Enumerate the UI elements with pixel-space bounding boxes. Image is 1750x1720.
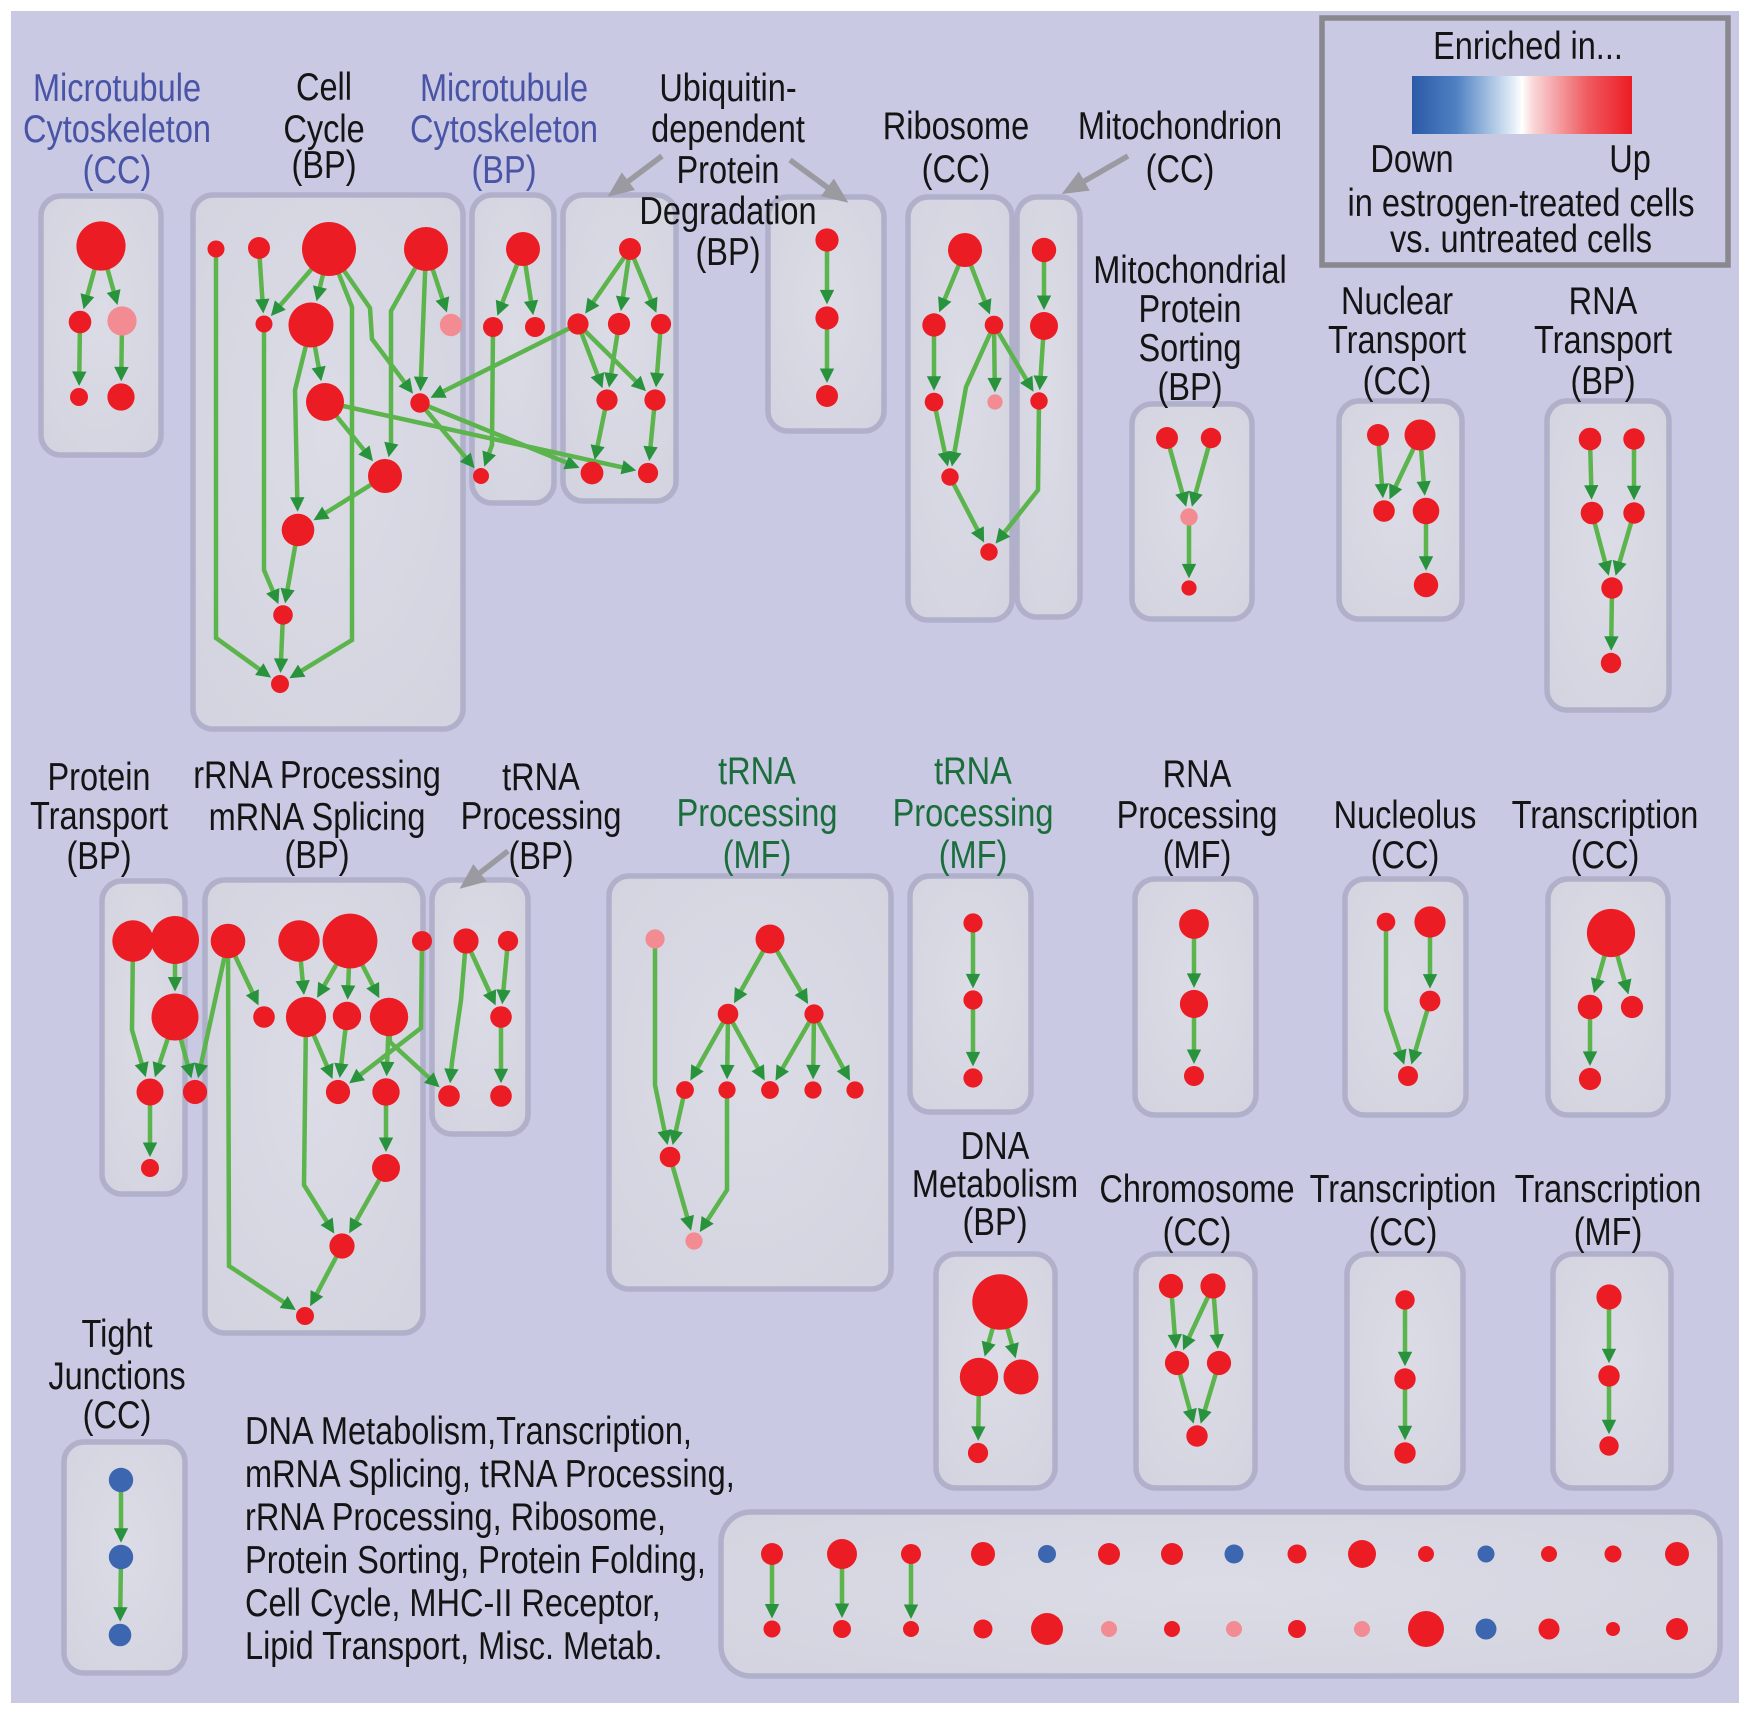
- svg-text:(BP): (BP): [471, 148, 536, 191]
- svg-text:Transport: Transport: [30, 794, 168, 837]
- svg-text:Down: Down: [1370, 137, 1453, 180]
- svg-text:(BP): (BP): [1157, 365, 1222, 408]
- svg-text:Processing: Processing: [461, 794, 622, 837]
- svg-text:Mitochondrion: Mitochondrion: [1078, 104, 1282, 147]
- svg-text:Nucleolus: Nucleolus: [1334, 793, 1477, 836]
- svg-text:Cycle: Cycle: [283, 107, 364, 150]
- svg-text:Transcription: Transcription: [1515, 1167, 1702, 1210]
- svg-text:Degradation: Degradation: [639, 189, 816, 232]
- svg-text:Protein: Protein: [676, 148, 779, 191]
- svg-text:Processing: Processing: [893, 791, 1054, 834]
- svg-text:(BP): (BP): [291, 143, 356, 186]
- svg-text:(CC): (CC): [1571, 833, 1640, 876]
- svg-text:(CC): (CC): [83, 1393, 152, 1436]
- svg-text:Processing: Processing: [677, 791, 838, 834]
- svg-text:vs. untreated cells: vs. untreated cells: [1390, 217, 1652, 260]
- svg-text:RNA: RNA: [1163, 752, 1232, 795]
- svg-text:Protein Sorting, Protein Foldi: Protein Sorting, Protein Folding,: [245, 1538, 706, 1581]
- svg-text:tRNA: tRNA: [934, 749, 1012, 792]
- svg-text:Cell: Cell: [296, 65, 352, 108]
- svg-text:rRNA Processing: rRNA Processing: [193, 753, 441, 796]
- svg-text:(CC): (CC): [922, 147, 991, 190]
- svg-text:Transcription: Transcription: [1512, 793, 1699, 836]
- svg-text:Protein: Protein: [1138, 287, 1241, 330]
- svg-text:(CC): (CC): [1369, 1210, 1438, 1253]
- svg-text:Mitochondrial: Mitochondrial: [1093, 248, 1286, 291]
- svg-text:Ubiquitin-: Ubiquitin-: [659, 66, 796, 109]
- svg-text:Processing: Processing: [1117, 793, 1278, 836]
- svg-text:(BP): (BP): [508, 834, 573, 877]
- svg-text:dependent: dependent: [651, 107, 805, 150]
- svg-text:Transcription: Transcription: [1310, 1167, 1497, 1210]
- svg-text:(MF): (MF): [723, 833, 792, 876]
- svg-text:Metabolism: Metabolism: [912, 1162, 1078, 1205]
- svg-text:Protein: Protein: [47, 755, 150, 798]
- svg-text:Enriched in...: Enriched in...: [1433, 24, 1623, 67]
- svg-text:mRNA Splicing, tRNA Processing: mRNA Splicing, tRNA Processing,: [245, 1452, 735, 1495]
- svg-text:tRNA: tRNA: [718, 749, 796, 792]
- svg-text:DNA Metabolism,Transcription,: DNA Metabolism,Transcription,: [245, 1409, 692, 1452]
- svg-text:(CC): (CC): [1146, 147, 1215, 190]
- svg-text:rRNA Processing, Ribosome,: rRNA Processing, Ribosome,: [245, 1495, 666, 1538]
- svg-text:Junctions: Junctions: [48, 1354, 185, 1397]
- svg-text:(BP): (BP): [66, 834, 131, 877]
- svg-text:Transport: Transport: [1328, 318, 1466, 361]
- svg-text:RNA: RNA: [1569, 279, 1638, 322]
- svg-text:(MF): (MF): [939, 833, 1008, 876]
- svg-text:Sorting: Sorting: [1138, 326, 1241, 369]
- svg-text:(CC): (CC): [1363, 359, 1432, 402]
- svg-text:Transport: Transport: [1534, 318, 1672, 361]
- svg-text:(BP): (BP): [962, 1200, 1027, 1243]
- svg-text:DNA: DNA: [961, 1124, 1030, 1167]
- svg-text:Ribosome: Ribosome: [883, 104, 1029, 147]
- svg-text:(MF): (MF): [1574, 1210, 1643, 1253]
- svg-text:Up: Up: [1609, 137, 1651, 180]
- svg-text:(BP): (BP): [284, 833, 349, 876]
- svg-text:Microtubule: Microtubule: [420, 66, 588, 109]
- svg-text:(CC): (CC): [83, 148, 152, 191]
- svg-text:(CC): (CC): [1371, 833, 1440, 876]
- svg-text:tRNA: tRNA: [502, 755, 580, 798]
- svg-text:Cell Cycle, MHC-II Receptor,: Cell Cycle, MHC-II Receptor,: [245, 1581, 661, 1624]
- svg-text:(MF): (MF): [1163, 833, 1232, 876]
- svg-text:Lipid Transport, Misc. Metab.: Lipid Transport, Misc. Metab.: [245, 1624, 662, 1667]
- svg-text:Cytoskeleton: Cytoskeleton: [23, 107, 211, 150]
- svg-text:Tight: Tight: [81, 1312, 152, 1355]
- svg-text:in estrogen-treated cells: in estrogen-treated cells: [1347, 181, 1694, 224]
- svg-text:Cytoskeleton: Cytoskeleton: [410, 107, 598, 150]
- svg-text:Chromosome: Chromosome: [1099, 1167, 1294, 1210]
- svg-text:Microtubule: Microtubule: [33, 66, 201, 109]
- svg-text:mRNA Splicing: mRNA Splicing: [209, 795, 426, 838]
- svg-text:(BP): (BP): [1570, 359, 1635, 402]
- svg-text:(CC): (CC): [1163, 1210, 1232, 1253]
- svg-text:(BP): (BP): [695, 230, 760, 273]
- svg-text:Nuclear: Nuclear: [1341, 279, 1453, 322]
